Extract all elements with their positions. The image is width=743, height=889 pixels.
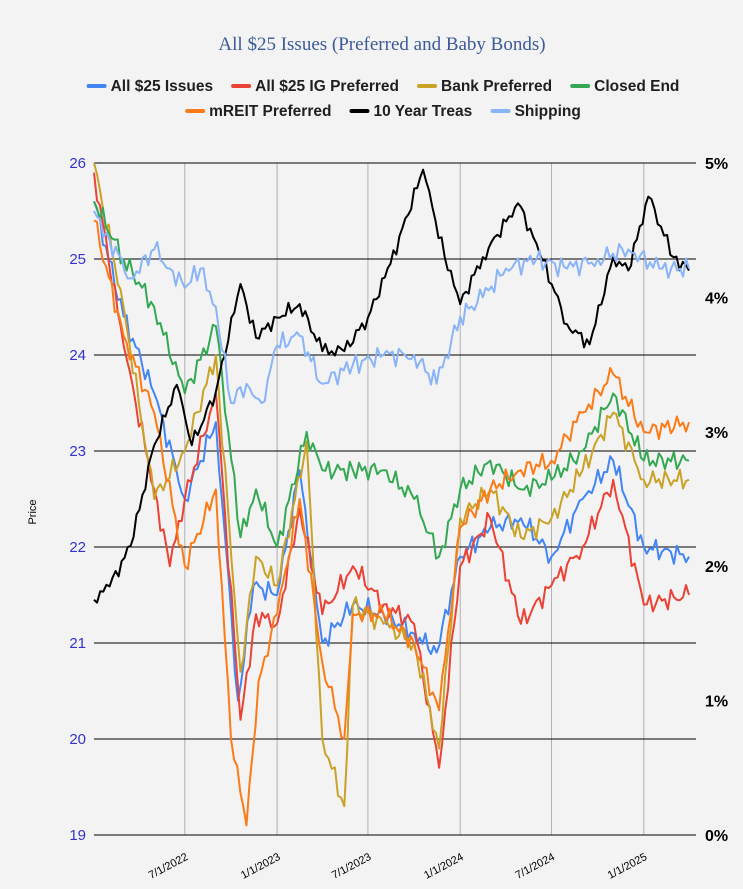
legend-label: Shipping <box>515 103 581 120</box>
grid <box>94 162 696 836</box>
chart-title: All $25 Issues (Preferred and Baby Bonds… <box>218 34 545 55</box>
y2-tick-label: 3% <box>705 425 728 442</box>
x-tick-label: 1/1/2023 <box>239 851 282 882</box>
x-tick-label: 7/1/2022 <box>147 851 190 882</box>
x-tick-label: 1/1/2025 <box>606 851 649 882</box>
y-tick-label: 25 <box>69 251 86 268</box>
legend-label: mREIT Preferred <box>209 103 331 120</box>
y2-tick-label: 5% <box>705 156 728 173</box>
series-line-mreit-preferred <box>93 219 690 827</box>
x-tick-label: 7/1/2024 <box>513 851 556 882</box>
legend: All $25 Issues All $25 IG Preferred Bank P… <box>86 78 679 120</box>
y2-tick-label: 0% <box>705 828 728 845</box>
y-tick-label: 19 <box>69 827 86 844</box>
legend-label: Bank Preferred <box>441 78 552 95</box>
y-tick-label: 26 <box>69 155 86 172</box>
legend-item: Shipping <box>490 103 581 120</box>
x-tick-label: 1/1/2024 <box>422 851 465 882</box>
y-axis-label: Price <box>27 499 39 524</box>
legend-item: Bank Preferred <box>417 78 552 95</box>
series-line-all-25-ig-preferred <box>93 172 690 769</box>
legend-item: All $25 Issues <box>86 78 214 95</box>
legend-label: All $25 Issues <box>111 78 214 95</box>
series-line-shipping <box>93 210 690 405</box>
legend-label: Closed End <box>594 78 679 95</box>
y-tick-label: 21 <box>69 635 86 652</box>
y-tick-label: 24 <box>69 347 86 364</box>
axes: 7/1/2022 1/1/2023 7/1/2023 1/1/2024 7/1/2024… <box>69 155 728 882</box>
y-tick-label: 20 <box>69 731 86 748</box>
legend-item: mREIT Preferred <box>185 103 331 120</box>
legend-item: All $25 IG Preferred <box>231 78 399 95</box>
x-tick-label: 7/1/2023 <box>330 851 373 882</box>
y-tick-label: 23 <box>69 443 86 460</box>
series-lines <box>93 162 690 827</box>
series-line-bank-preferred <box>93 162 690 808</box>
legend-item: 10 Year Treas <box>349 103 472 120</box>
y2-tick-label: 1% <box>705 694 728 711</box>
legend-item: Closed End <box>570 78 679 95</box>
y2-tick-label: 4% <box>705 290 728 307</box>
legend-label: 10 Year Treas <box>373 103 472 120</box>
y-tick-label: 22 <box>69 539 86 556</box>
legend-label: All $25 IG Preferred <box>255 78 399 95</box>
y2-tick-label: 2% <box>705 559 728 576</box>
series-line-10-year-treas <box>93 168 690 604</box>
series-line-closed-end <box>93 200 690 560</box>
